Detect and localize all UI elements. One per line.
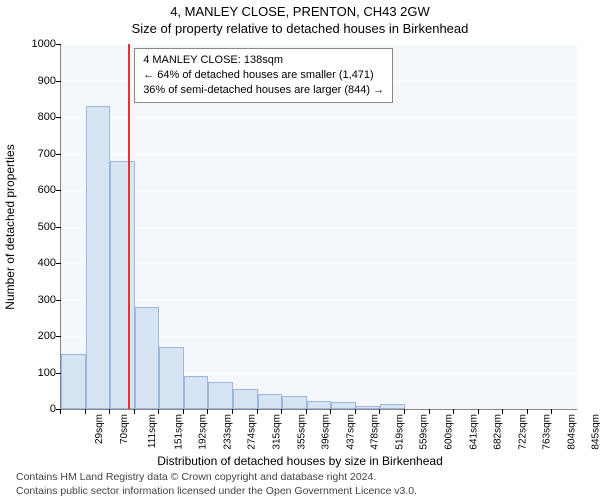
x-tick-label: 478sqm — [370, 414, 381, 450]
y-tick-label: 700 — [6, 148, 56, 160]
gridline — [61, 263, 577, 264]
x-tick — [232, 409, 233, 414]
x-tick — [257, 409, 258, 414]
x-tick-label: 70sqm — [119, 414, 130, 444]
x-tick — [453, 409, 454, 414]
x-tick-label: 845sqm — [591, 414, 600, 450]
x-tick — [134, 409, 135, 414]
histogram-bar — [380, 404, 405, 409]
y-tick-label: 300 — [6, 294, 56, 306]
gridline — [61, 227, 577, 228]
x-tick-label: 355sqm — [296, 414, 307, 450]
y-tick-label: 100 — [6, 367, 56, 379]
y-tick — [56, 154, 61, 155]
tooltip-line: ← 64% of detached houses are smaller (1,… — [143, 68, 384, 83]
y-tick-label: 500 — [6, 221, 56, 233]
gridline — [61, 44, 577, 45]
footnote: Contains HM Land Registry data © Crown c… — [0, 466, 600, 498]
x-tick-label: 29sqm — [94, 414, 105, 444]
x-tick — [404, 409, 405, 414]
x-tick-label: 437sqm — [345, 414, 356, 450]
x-tick — [330, 409, 331, 414]
x-tick-label: 519sqm — [394, 414, 405, 450]
x-tick-label: 274sqm — [247, 414, 258, 450]
gridline — [61, 117, 577, 118]
x-axis-title: Distribution of detached houses by size … — [0, 454, 600, 468]
x-tick — [281, 409, 282, 414]
x-tick-label: 396sqm — [321, 414, 332, 450]
marker-tooltip: 4 MANLEY CLOSE: 138sqm← 64% of detached … — [134, 48, 393, 103]
histogram-bar — [331, 402, 356, 409]
y-tick — [56, 300, 61, 301]
tooltip-line: 36% of semi-detached houses are larger (… — [143, 83, 384, 98]
gridline — [61, 154, 577, 155]
x-tick-label: 315sqm — [272, 414, 283, 450]
histogram-bar — [258, 394, 283, 409]
y-tick — [56, 336, 61, 337]
histogram-figure: Number of detached properties 4 MANLEY C… — [0, 36, 600, 466]
x-tick — [429, 409, 430, 414]
y-tick — [56, 44, 61, 45]
title-block: 4, MANLEY CLOSE, PRENTON, CH43 2GW Size … — [0, 0, 600, 36]
x-tick — [60, 409, 61, 414]
x-tick-label: 641sqm — [468, 414, 479, 450]
page-subtitle: Size of property relative to detached ho… — [0, 21, 600, 36]
x-tick — [158, 409, 159, 414]
x-tick — [379, 409, 380, 414]
x-tick-label: 233sqm — [222, 414, 233, 450]
x-tick — [355, 409, 356, 414]
y-tick — [56, 227, 61, 228]
histogram-bar — [135, 307, 160, 409]
x-tick — [527, 409, 528, 414]
x-tick — [478, 409, 479, 414]
y-tick-label: 200 — [6, 330, 56, 342]
histogram-bar — [86, 106, 111, 409]
x-tick — [109, 409, 110, 414]
x-tick-label: 192sqm — [198, 414, 209, 450]
y-tick — [56, 263, 61, 264]
footnote-line-2: Contains public sector information licen… — [16, 484, 600, 498]
y-tick-label: 900 — [6, 75, 56, 87]
histogram-bar — [208, 382, 233, 409]
y-tick — [56, 190, 61, 191]
histogram-bar — [61, 354, 86, 409]
footnote-line-1: Contains HM Land Registry data © Crown c… — [16, 470, 600, 484]
x-tick — [207, 409, 208, 414]
page-title: 4, MANLEY CLOSE, PRENTON, CH43 2GW — [0, 4, 600, 19]
histogram-bar — [356, 406, 381, 409]
histogram-bar — [307, 401, 332, 409]
histogram-bar — [233, 389, 258, 409]
histogram-bar — [282, 396, 307, 409]
plot-area: 4 MANLEY CLOSE: 138sqm← 64% of detached … — [60, 44, 577, 410]
x-tick-label: 559sqm — [419, 414, 430, 450]
x-tick-label: 804sqm — [566, 414, 577, 450]
y-tick — [56, 81, 61, 82]
y-tick-label: 600 — [6, 184, 56, 196]
this-property-marker — [128, 44, 130, 409]
histogram-bar — [159, 347, 184, 409]
x-tick — [85, 409, 86, 414]
x-tick — [306, 409, 307, 414]
x-tick-label: 151sqm — [173, 414, 184, 450]
x-tick — [502, 409, 503, 414]
gridline — [61, 300, 577, 301]
y-tick-label: 800 — [6, 111, 56, 123]
y-tick-label: 400 — [6, 257, 56, 269]
histogram-bar — [110, 161, 135, 409]
x-tick — [183, 409, 184, 414]
x-tick-label: 682sqm — [493, 414, 504, 450]
x-tick — [551, 409, 552, 414]
y-tick-label: 0 — [6, 403, 56, 415]
y-tick-label: 1000 — [6, 38, 56, 50]
gridline — [61, 190, 577, 191]
x-tick-label: 111sqm — [147, 414, 158, 448]
x-tick-label: 722sqm — [517, 414, 528, 450]
histogram-bar — [184, 376, 209, 409]
x-tick-label: 763sqm — [542, 414, 553, 450]
y-tick — [56, 117, 61, 118]
tooltip-line: 4 MANLEY CLOSE: 138sqm — [143, 53, 384, 68]
x-tick-label: 600sqm — [444, 414, 455, 450]
